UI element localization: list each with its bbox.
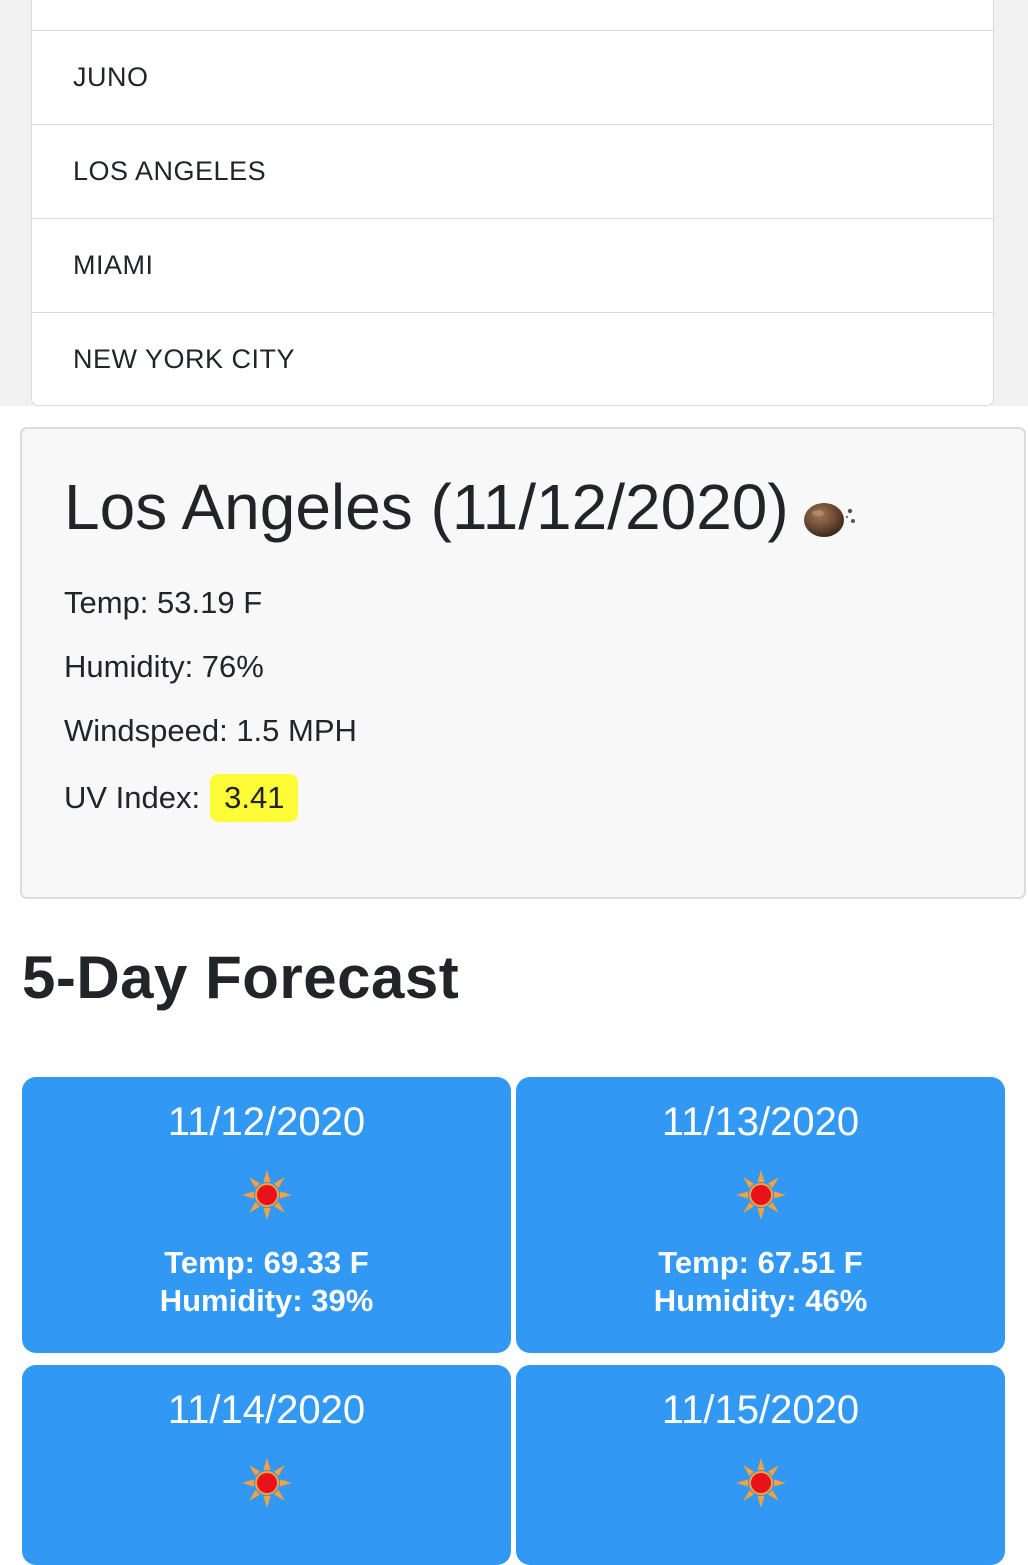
- city-item-label: MIAMI: [73, 250, 154, 280]
- forecast-card: 11/15/2020: [516, 1365, 1005, 1565]
- sun-icon: [735, 1458, 786, 1508]
- forecast-humidity: Humidity: 39%: [159, 1283, 374, 1318]
- forecast-card: 11/14/2020: [22, 1365, 511, 1565]
- sun-icon: [241, 1170, 292, 1220]
- forecast-date: 11/12/2020: [167, 1100, 366, 1144]
- city-list: JUNO LOS ANGELES MIAMI NEW YORK CITY: [31, 0, 994, 406]
- city-item-miami[interactable]: MIAMI: [32, 218, 993, 312]
- current-temp: Temp: 53.19 F: [64, 585, 263, 620]
- city-item-new-york-city[interactable]: NEW YORK CITY: [32, 312, 993, 405]
- forecast-date: 11/14/2020: [167, 1388, 366, 1432]
- current-windspeed: Windspeed: 1.5 MPH: [64, 713, 357, 748]
- forecast-humidity: Humidity: 46%: [653, 1283, 868, 1318]
- city-item-label: NEW YORK CITY: [73, 344, 296, 374]
- list-item[interactable]: [32, 0, 993, 30]
- clear-night-icon: [804, 503, 855, 537]
- current-weather-card: Los Angeles (11/12/2020) Temp: 53.19 F H…: [20, 427, 1026, 899]
- forecast-card: 11/13/2020 Temp: 67.51 F Humidity: 46%: [516, 1077, 1005, 1353]
- city-item-label: JUNO: [73, 62, 149, 92]
- sun-icon: [241, 1458, 292, 1508]
- city-item-los-angeles[interactable]: LOS ANGELES: [32, 124, 993, 218]
- forecast-date: 11/15/2020: [661, 1388, 860, 1432]
- current-uv-index: UV Index: 3.41: [64, 774, 299, 822]
- forecast-temp: Temp: 69.33 F: [164, 1245, 369, 1280]
- search-history-area: JUNO LOS ANGELES MIAMI NEW YORK CITY: [0, 0, 1028, 406]
- forecast-temp: Temp: 67.51 F: [658, 1245, 863, 1280]
- uv-index-label: UV Index:: [64, 780, 201, 815]
- current-humidity: Humidity: 76%: [64, 649, 264, 684]
- sun-icon: [735, 1170, 786, 1220]
- uv-index-badge: 3.41: [210, 774, 299, 822]
- forecast-date: 11/13/2020: [661, 1100, 860, 1144]
- forecast-heading: 5-Day Forecast: [22, 944, 460, 1011]
- current-weather-title: Los Angeles (11/12/2020): [64, 471, 789, 543]
- forecast-card: 11/12/2020 Temp: 69.33 F Humidity: 39%: [22, 1077, 511, 1353]
- city-item-label: LOS ANGELES: [73, 156, 267, 186]
- city-item-juno[interactable]: JUNO: [32, 30, 993, 124]
